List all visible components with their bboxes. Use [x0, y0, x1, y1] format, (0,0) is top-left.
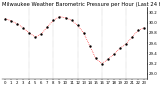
Point — [58, 16, 61, 17]
Point — [16, 23, 18, 24]
Point — [137, 30, 139, 31]
Point — [82, 32, 85, 34]
Point — [46, 26, 49, 28]
Point — [40, 33, 43, 35]
Point — [70, 19, 73, 21]
Point — [113, 54, 115, 55]
Point — [88, 45, 91, 46]
Point — [10, 20, 12, 21]
Point — [34, 36, 37, 38]
Point — [107, 59, 109, 60]
Point — [22, 27, 24, 29]
Point — [143, 27, 145, 29]
Point — [119, 48, 121, 49]
Point — [125, 44, 127, 45]
Point — [100, 63, 103, 64]
Point — [4, 18, 6, 19]
Point — [28, 32, 31, 34]
Point — [64, 17, 67, 18]
Point — [52, 19, 55, 21]
Text: Milwaukee Weather Barometric Pressure per Hour (Last 24 Hours): Milwaukee Weather Barometric Pressure pe… — [2, 2, 160, 7]
Point — [76, 25, 79, 26]
Point — [131, 36, 133, 38]
Point — [94, 58, 97, 59]
